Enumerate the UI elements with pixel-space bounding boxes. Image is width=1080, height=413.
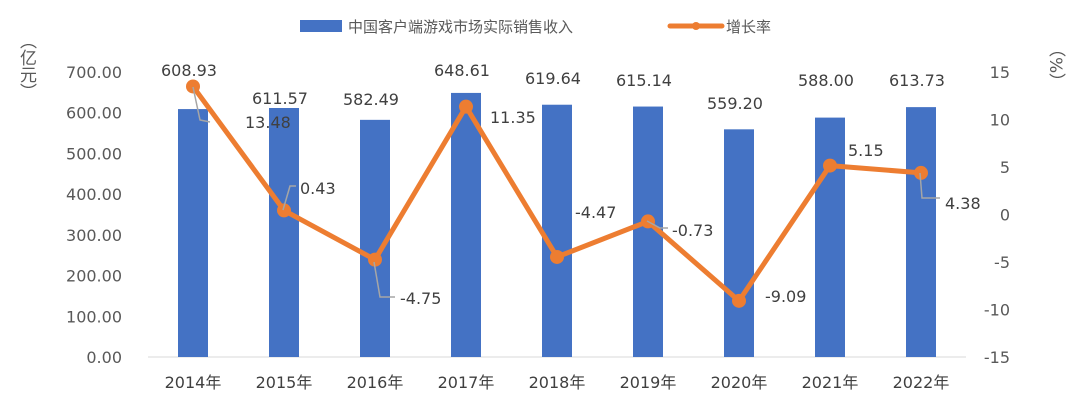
growth-point: [368, 252, 382, 267]
left-tick-label: 100.00: [66, 307, 122, 326]
x-tick-label: 2022年: [893, 373, 950, 392]
left-tick-label: 0.00: [86, 348, 122, 367]
growth-value-label: -4.47: [575, 203, 616, 222]
bar: [542, 104, 572, 357]
right-axis-ticks: -15 -10 -5 0 5 10 15: [984, 63, 1010, 367]
growth-point: [914, 165, 928, 180]
right-tick-label: 0: [1000, 206, 1010, 225]
growth-value-label: 11.35: [490, 108, 536, 127]
bar-value-label: 582.49: [343, 90, 399, 109]
bar: [178, 109, 208, 358]
right-tick-label: -5: [994, 253, 1010, 272]
legend-bar-swatch: [300, 20, 342, 32]
legend-line-label: 增长率: [726, 18, 771, 36]
x-tick-label: 2020年: [711, 373, 768, 392]
growth-value-label: 0.43: [300, 179, 336, 198]
bar: [815, 117, 845, 357]
bar-value-label: 613.73: [889, 71, 945, 90]
bar: [451, 92, 481, 358]
left-tick-label: 300.00: [66, 226, 122, 245]
left-tick-label: 400.00: [66, 185, 122, 204]
growth-point: [550, 249, 564, 264]
label-leader-line: [192, 86, 211, 123]
bar: [269, 108, 299, 358]
line-labels: 13.48 0.43 -4.75 11.35 -4.47 -0.73 -9.09 5.15 4.…: [192, 86, 981, 308]
bar-value-label: 648.61: [434, 61, 490, 80]
left-axis-unit: （亿元）: [16, 32, 37, 100]
bar-value-label: 615.14: [616, 71, 672, 90]
left-axis-ticks: 0.00 100.00 200.00 300.00 400.00 500.00 600.00…: [66, 63, 122, 367]
bar-value-label: 611.57: [252, 89, 308, 108]
legend-bar-label: 中国客户端游戏市场实际销售收入: [348, 18, 573, 36]
growth-value-label: 13.48: [245, 113, 291, 132]
growth-value-label: 4.38: [945, 194, 981, 213]
label-leader-line: [282, 185, 296, 211]
growth-value-label: -0.73: [672, 221, 713, 240]
growth-line: [186, 79, 928, 308]
growth-point: [186, 79, 200, 94]
legend: 中国客户端游戏市场实际销售收入 增长率: [300, 18, 771, 36]
bar-value-label: 559.20: [707, 94, 763, 113]
x-tick-label: 2018年: [529, 373, 586, 392]
x-tick-label: 2014年: [165, 373, 222, 392]
right-tick-label: -15: [984, 348, 1010, 367]
bar-value-label: 608.93: [161, 61, 217, 80]
label-leader-line: [919, 172, 940, 199]
label-leader-line: [646, 220, 668, 229]
bar: [906, 107, 936, 358]
bar: [724, 129, 754, 357]
growth-value-label: -4.75: [400, 289, 441, 308]
x-tick-label: 2017年: [438, 373, 495, 392]
right-tick-label: 15: [990, 63, 1010, 82]
bars: [178, 92, 936, 358]
x-tick-label: 2015年: [256, 373, 313, 392]
growth-value-label: 5.15: [848, 141, 884, 160]
x-tick-label: 2021年: [802, 373, 859, 392]
x-tick-label: 2016年: [347, 373, 404, 392]
right-tick-label: 5: [1000, 158, 1010, 177]
legend-line-marker: [692, 22, 700, 30]
bar-value-label: 619.64: [525, 69, 581, 88]
growth-point: [732, 293, 746, 308]
growth-point: [459, 99, 473, 114]
left-tick-label: 200.00: [66, 267, 122, 286]
x-axis-ticks: 2014年 2015年 2016年 2017年 2018年 2019年 2020年 2021年…: [165, 373, 950, 392]
growth-point: [823, 158, 837, 173]
right-axis-unit: （%）: [1045, 40, 1066, 90]
label-leader-line: [373, 261, 395, 298]
left-tick-label: 500.00: [66, 144, 122, 163]
left-tick-label: 700.00: [66, 63, 122, 82]
bar-labels: 608.93 611.57 582.49 648.61 619.64 615.14 559.…: [161, 61, 945, 113]
bar-value-label: 588.00: [798, 71, 854, 90]
right-tick-label: 10: [990, 111, 1010, 130]
right-tick-label: -10: [984, 301, 1010, 320]
growth-value-label: -9.09: [765, 287, 806, 306]
growth-point: [277, 203, 291, 218]
x-tick-label: 2019年: [620, 373, 677, 392]
left-tick-label: 600.00: [66, 104, 122, 123]
